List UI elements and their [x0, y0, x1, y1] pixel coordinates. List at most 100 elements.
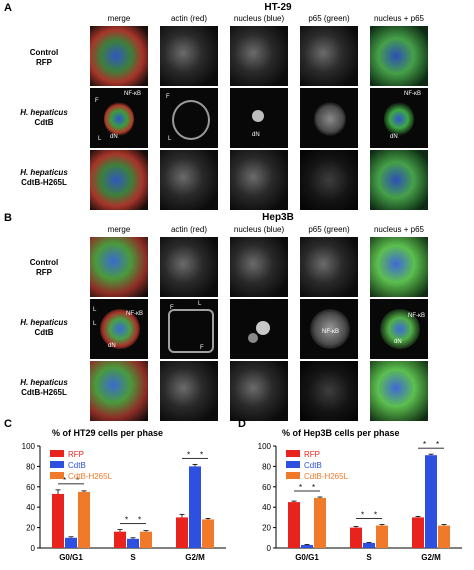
- chart-c-bar-cdtb: [189, 466, 201, 548]
- chart-c-legend-swatch: [50, 450, 64, 457]
- chart-d-y-tick-label: 40: [262, 503, 271, 512]
- chart-c-y-tick-label: 80: [26, 462, 35, 471]
- micrograph-b-h265l-nucleus-p65: [370, 361, 428, 421]
- col-head-merge: merge: [107, 14, 131, 23]
- chart-c-legend-label: CdtB-H265L: [68, 472, 113, 481]
- chart-c-significance-star: *: [63, 476, 66, 485]
- chart-d-legend-label: RFP: [304, 450, 320, 459]
- col-head-b-nucleus: nucleus (blue): [233, 225, 285, 234]
- chart-c-significance-star: *: [187, 450, 190, 459]
- micrograph-a-control-nucleus: [230, 26, 288, 86]
- chart-c-bar-cdtb: [127, 538, 139, 548]
- chart-d-y-tick-label: 100: [258, 442, 272, 451]
- chart-d-x-tick-label: S: [366, 553, 372, 562]
- col-head-p65: p65 (green): [308, 14, 350, 23]
- micrograph-a-cdtb-merge: NF-κB F dN L: [90, 88, 148, 148]
- chart-c-title: % of HT29 cells per phase: [52, 428, 164, 438]
- panel-a-title: HT-29: [264, 2, 292, 13]
- chart-c-bar-cdtb-h265l: [140, 531, 152, 548]
- col-head-b-actin: actin (red): [170, 225, 207, 234]
- micrograph-b-control-actin: [160, 237, 218, 297]
- chart-d-legend-swatch: [286, 450, 300, 457]
- chart-c-significance-star: *: [138, 516, 141, 525]
- chart-c-y-tick-label: 0: [31, 544, 36, 553]
- chart-d-bar-cdtb: [363, 542, 375, 548]
- micrograph-a-cdtb-p65: [300, 88, 358, 148]
- col-head-nucleus-p65: nucleus + p65: [373, 14, 425, 23]
- micrograph-b-control-nucleus-p65: [370, 237, 428, 297]
- micrograph-a-h265l-merge: [90, 150, 148, 210]
- micrograph-a-cdtb-actin: F L: [160, 88, 218, 148]
- chart-c-legend-label: RFP: [68, 450, 84, 459]
- chart-d-title: % of Hep3B cells per phase: [282, 428, 400, 438]
- chart-c-significance-star: *: [76, 476, 79, 485]
- chart-c-bar-cdtb-h265l: [78, 491, 90, 548]
- chart-d-significance-star: *: [312, 483, 315, 492]
- micrograph-a-h265l-nucleus-p65: [370, 150, 428, 210]
- chart-c-legend-label: CdtB: [68, 461, 86, 470]
- chart-c: 0 20 40 60 80 100 * * G0/G1 * * S * * G2/M RFP CdtB CdtB-…: [22, 442, 226, 562]
- row-label-b-cdtb-h265l: H. hepaticus CdtB-H265L: [20, 378, 68, 397]
- micrograph-a-h265l-nucleus: [230, 150, 288, 210]
- chart-d-significance-star: *: [436, 440, 439, 449]
- panel-b-title: Hep3B: [262, 212, 294, 223]
- chart-c-bar-cdtb: [65, 537, 77, 548]
- micrograph-b-h265l-actin: [160, 361, 218, 421]
- micrograph-a-cdtb-nucleus: dN: [230, 88, 288, 148]
- chart-c-bar-rfp: [114, 531, 126, 548]
- panel-letter-a: A: [4, 2, 12, 14]
- chart-c-y-tick-label: 100: [22, 442, 36, 451]
- col-head-b-nucleus-p65: nucleus + p65: [373, 225, 425, 234]
- panel-letter-b: B: [4, 212, 12, 224]
- chart-d-bar-cdtb: [425, 455, 437, 548]
- chart-d-x-tick-label: G0/G1: [295, 553, 319, 562]
- chart-d-bar-rfp: [350, 527, 362, 548]
- col-head-actin: actin (red): [170, 14, 207, 23]
- chart-d-x-tick-label: G2/M: [421, 553, 441, 562]
- chart-d-significance-star: *: [374, 511, 377, 520]
- row-label-cdtb: H. hepaticus CdtB: [20, 108, 68, 127]
- micrograph-b-control-p65: [300, 237, 358, 297]
- chart-d-legend-swatch: [286, 461, 300, 468]
- chart-c-legend-swatch: [50, 461, 64, 468]
- chart-d-bar-cdtb-h265l: [314, 498, 326, 548]
- micrograph-b-cdtb-nucleus: [230, 299, 288, 359]
- chart-d-significance-star: *: [423, 440, 426, 449]
- chart-d-y-tick-label: 0: [267, 544, 272, 553]
- micrograph-a-h265l-p65: [300, 150, 358, 210]
- chart-c-significance-star: *: [125, 516, 128, 525]
- row-label-b-cdtb: H. hepaticus CdtB: [20, 318, 68, 337]
- micrograph-b-cdtb-nucleus-p65: NF-κB dN: [370, 299, 428, 359]
- row-label-control: Control RFP: [29, 48, 59, 67]
- panel-letter-d: D: [238, 418, 246, 430]
- panel-letter-c: C: [4, 418, 12, 430]
- chart-d-bar-cdtb: [301, 544, 313, 548]
- micrograph-b-cdtb-merge: NF-κB dN L L: [90, 299, 148, 359]
- micrograph-a-control-p65: [300, 26, 358, 86]
- row-label-cdtb-h265l: H. hepaticus CdtB-H265L: [20, 168, 68, 187]
- chart-d-legend-label: CdtB: [304, 461, 322, 470]
- micrograph-a-control-nucleus-p65: [370, 26, 428, 86]
- chart-d: 0 20 40 60 80 100 * * G0/G1 * * S * * G2/M RFP CdtB CdtB-…: [258, 440, 462, 562]
- chart-c-y-tick-label: 60: [26, 483, 35, 492]
- micrograph-b-h265l-p65: [300, 361, 358, 421]
- micrograph-a-control-merge: [90, 26, 148, 86]
- chart-d-legend-swatch: [286, 472, 300, 479]
- micrograph-b-cdtb-p65: NF-κB: [300, 299, 358, 359]
- micrograph-a-cdtb-nucleus-p65: NF-κB dN: [370, 88, 428, 148]
- micrograph-b-control-nucleus: [230, 237, 288, 297]
- chart-c-y-tick-label: 40: [26, 503, 35, 512]
- chart-c-legend-swatch: [50, 472, 64, 479]
- row-label-b-control: Control RFP: [29, 258, 59, 277]
- col-head-nucleus: nucleus (blue): [233, 14, 285, 23]
- micrograph-a-h265l-actin: [160, 150, 218, 210]
- chart-c-y-tick-label: 20: [26, 524, 35, 533]
- chart-d-bar-rfp: [412, 517, 424, 548]
- col-head-b-merge: merge: [107, 225, 131, 234]
- chart-d-y-tick-label: 20: [262, 524, 271, 533]
- chart-c-x-tick-label: S: [130, 553, 136, 562]
- chart-d-bar-cdtb-h265l: [376, 525, 388, 548]
- chart-d-legend-label: CdtB-H265L: [304, 472, 349, 481]
- chart-d-significance-star: *: [361, 511, 364, 520]
- chart-d-y-tick-label: 80: [262, 462, 271, 471]
